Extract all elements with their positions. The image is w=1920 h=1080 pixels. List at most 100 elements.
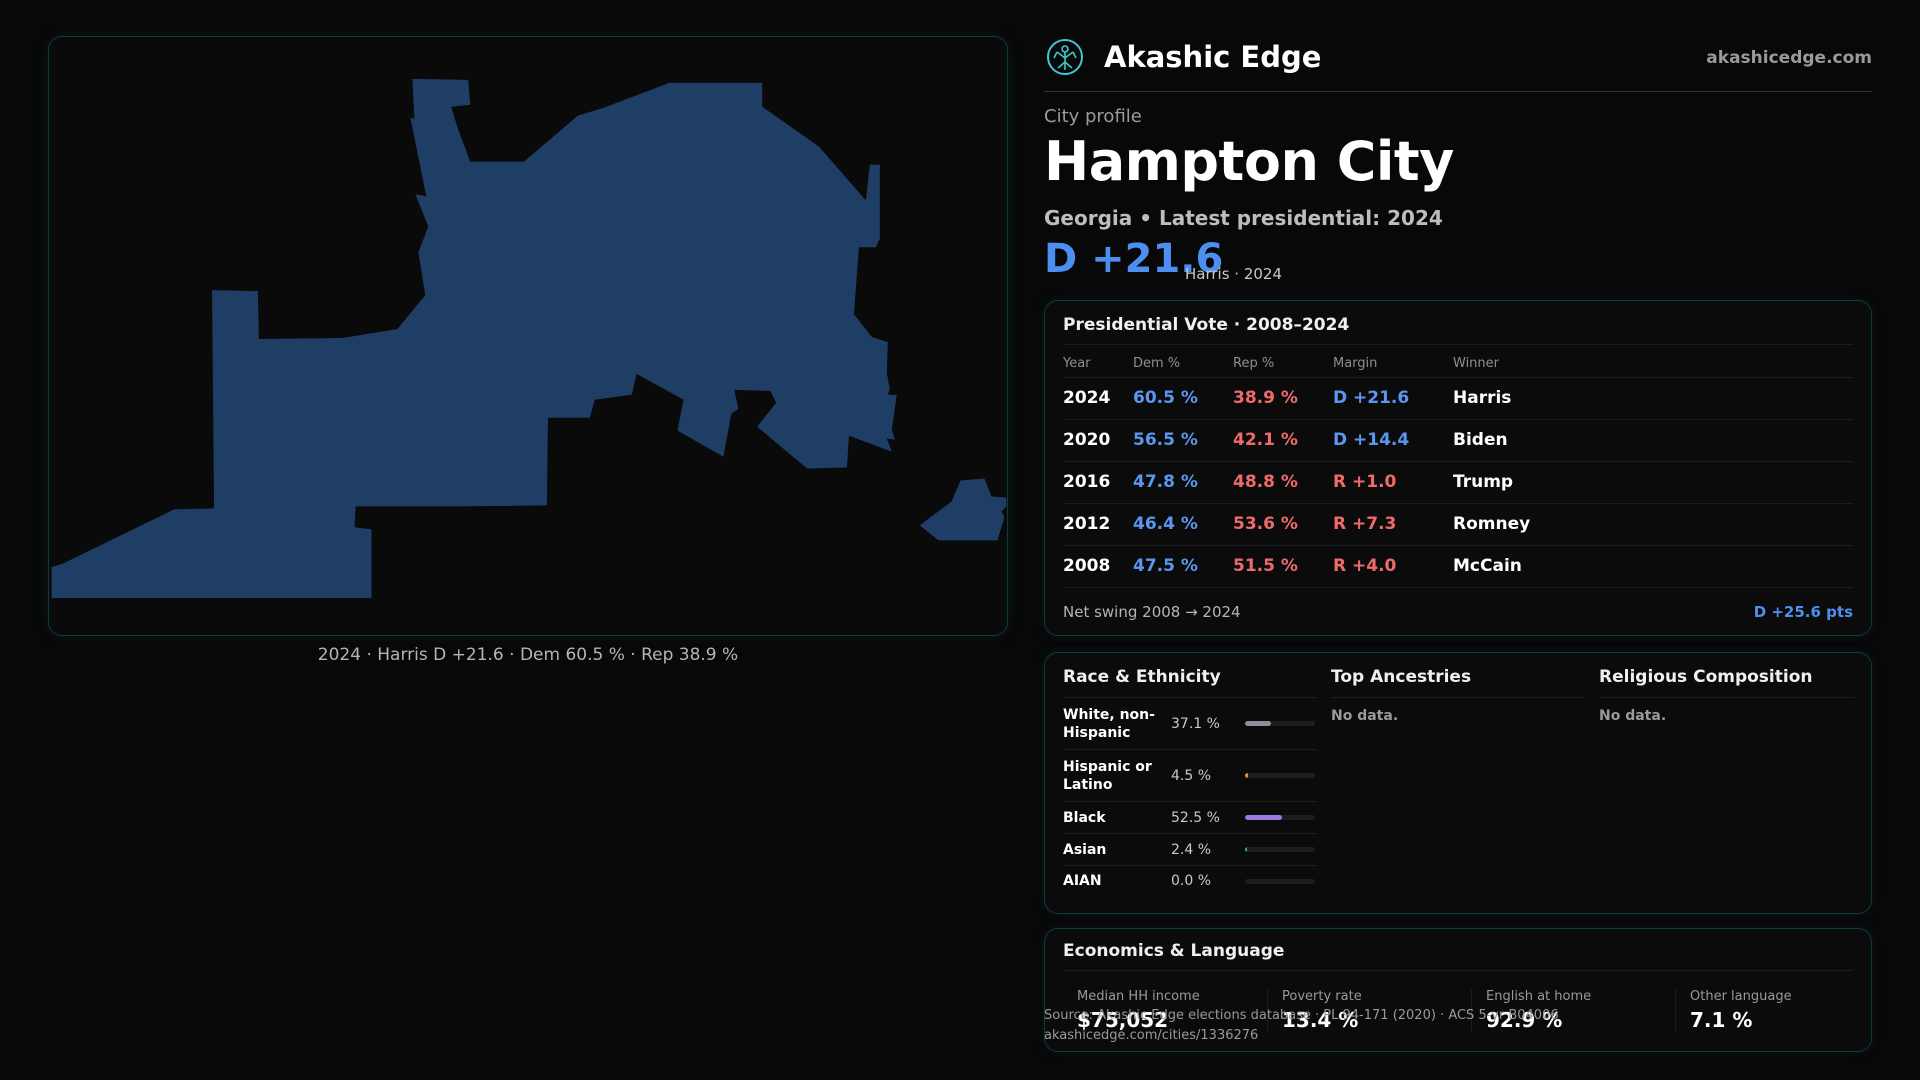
religion-empty: No data. <box>1599 708 1667 724</box>
brand-header: Akashic Edge akashicedge.com <box>1044 34 1872 92</box>
religion-title: Religious Composition <box>1599 667 1855 698</box>
profile-eyebrow: City profile <box>1044 106 1142 127</box>
col-header-margin: Margin <box>1333 351 1453 378</box>
table-row: 2016 47.8 % 48.8 % R +1.0 Trump <box>1063 461 1853 504</box>
race-pct: 52.5 % <box>1171 809 1220 826</box>
cell-year: 2012 <box>1063 503 1133 546</box>
cell-winner: Harris <box>1453 377 1853 420</box>
race-ethnicity-section: Race & Ethnicity White, non-Hispanic 37.… <box>1063 667 1317 896</box>
cell-dem: 46.4 % <box>1133 503 1233 546</box>
cell-year: 2024 <box>1063 377 1133 420</box>
net-swing-label: Net swing 2008 → 2024 <box>1063 603 1241 621</box>
cell-winner: McCain <box>1453 545 1853 588</box>
race-bar <box>1245 815 1315 820</box>
ancestries-empty: No data. <box>1331 708 1399 724</box>
list-item: Black 52.5 % <box>1063 802 1317 834</box>
list-item: Hispanic or Latino 4.5 % <box>1063 750 1317 802</box>
cell-winner: Romney <box>1453 503 1853 546</box>
race-pct: 2.4 % <box>1171 841 1212 858</box>
source-line: Source: Akashic Edge elections database … <box>1044 1008 1559 1023</box>
col-header-dem: Dem % <box>1133 351 1233 378</box>
city-boundary-shape-east <box>919 478 1007 541</box>
stat-median-income: Median HH income $75,052 <box>1063 989 1253 1032</box>
cell-margin: R +1.0 <box>1333 461 1453 504</box>
stat-english-home: English at home 92.9 % <box>1471 989 1661 1032</box>
vote-table-header: Year Dem % Rep % Margin Winner <box>1063 351 1853 378</box>
tree-of-life-icon <box>1047 39 1083 75</box>
source-note: Source: Akashic Edge elections database … <box>1044 1006 1559 1046</box>
col-header-year: Year <box>1063 351 1133 378</box>
cell-margin: D +21.6 <box>1333 377 1453 420</box>
race-bar-fill <box>1245 847 1248 852</box>
stat-label: Other language <box>1690 989 1792 1004</box>
divider <box>1063 970 1853 971</box>
table-row: 2008 47.5 % 51.5 % R +4.0 McCain <box>1063 545 1853 588</box>
cell-margin: R +7.3 <box>1333 503 1453 546</box>
list-item: White, non-Hispanic 37.1 % <box>1063 698 1317 750</box>
stat-label: English at home <box>1486 989 1592 1004</box>
stat-label: Median HH income <box>1077 989 1200 1004</box>
cell-margin: D +14.4 <box>1333 419 1453 462</box>
race-bar-fill <box>1245 773 1249 778</box>
race-name: Asian <box>1063 841 1107 858</box>
race-pct: 4.5 % <box>1171 767 1212 784</box>
profile-subtitle: Georgia • Latest presidential: 2024 <box>1044 206 1443 230</box>
cell-rep: 51.5 % <box>1233 545 1333 588</box>
race-bar-fill <box>1245 815 1282 820</box>
cell-dem: 60.5 % <box>1133 377 1233 420</box>
race-name: White, non-Hispanic <box>1063 706 1155 741</box>
source-url[interactable]: akashicedge.com/cities/1336276 <box>1044 1028 1259 1043</box>
stat-poverty-rate: Poverty rate 13.4 % <box>1267 989 1457 1032</box>
presidential-vote-card: Presidential Vote · 2008–2024 Year Dem %… <box>1044 300 1872 636</box>
brand-url[interactable]: akashicedge.com <box>1706 48 1872 68</box>
table-row: 2020 56.5 % 42.1 % D +14.4 Biden <box>1063 419 1853 462</box>
brand-name: Akashic Edge <box>1104 40 1322 74</box>
race-bar <box>1245 773 1315 778</box>
stat-value: 92.9 % <box>1486 1008 1563 1032</box>
cell-dem: 47.8 % <box>1133 461 1233 504</box>
race-name: Hispanic or Latino <box>1063 758 1152 793</box>
table-row: 2012 46.4 % 53.6 % R +7.3 Romney <box>1063 503 1853 546</box>
race-pct: 37.1 % <box>1171 715 1220 732</box>
vote-card-title: Presidential Vote · 2008–2024 <box>1063 315 1350 335</box>
vote-table: Year Dem % Rep % Margin Winner 2024 60.5… <box>1063 351 1853 588</box>
cell-rep: 48.8 % <box>1233 461 1333 504</box>
net-swing-value: D +25.6 pts <box>1753 603 1853 621</box>
ancestries-title: Top Ancestries <box>1331 667 1585 698</box>
map-caption: 2024 · Harris D +21.6 · Dem 60.5 % · Rep… <box>317 645 739 665</box>
cell-margin: R +4.0 <box>1333 545 1453 588</box>
list-item: AIAN 0.0 % <box>1063 866 1317 896</box>
economics-card: Economics & Language Median HH income $7… <box>1044 928 1872 1052</box>
stat-label: Poverty rate <box>1282 989 1362 1004</box>
col-header-rep: Rep % <box>1233 351 1333 378</box>
economics-title: Economics & Language <box>1063 941 1285 961</box>
race-bar <box>1245 847 1315 852</box>
cell-rep: 53.6 % <box>1233 503 1333 546</box>
race-bar <box>1245 878 1315 884</box>
city-boundary-shape <box>51 78 897 599</box>
stat-value: 13.4 % <box>1282 1008 1359 1032</box>
cell-dem: 47.5 % <box>1133 545 1233 588</box>
cell-rep: 42.1 % <box>1233 419 1333 462</box>
ancestries-section: Top Ancestries No data. <box>1331 667 1585 724</box>
city-boundary-map <box>51 78 1007 599</box>
stat-value: 7.1 % <box>1690 1008 1753 1032</box>
page-title: Hampton City <box>1044 130 1454 193</box>
religion-section: Religious Composition No data. <box>1599 667 1855 724</box>
cell-winner: Trump <box>1453 461 1853 504</box>
latest-margin: D +21.6 <box>1044 236 1224 282</box>
cell-year: 2008 <box>1063 545 1133 588</box>
latest-margin-detail: Harris · 2024 <box>1185 265 1283 283</box>
race-pct: 0.0 % <box>1171 873 1212 889</box>
divider <box>1063 344 1853 345</box>
col-header-winner: Winner <box>1453 351 1853 378</box>
race-name: Black <box>1063 809 1106 826</box>
race-bar-fill <box>1245 721 1271 726</box>
cell-year: 2016 <box>1063 461 1133 504</box>
stat-value: $75,052 <box>1077 1008 1169 1032</box>
demographics-card: Race & Ethnicity White, non-Hispanic 37.… <box>1044 652 1872 914</box>
cell-year: 2020 <box>1063 419 1133 462</box>
cell-rep: 38.9 % <box>1233 377 1333 420</box>
stat-other-language: Other language 7.1 % <box>1675 989 1865 1032</box>
cell-winner: Biden <box>1453 419 1853 462</box>
